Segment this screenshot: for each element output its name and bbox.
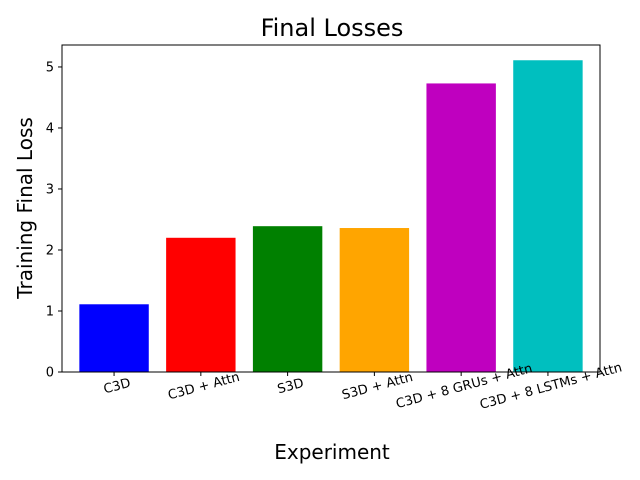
y-tick-label-1: 1 (46, 304, 54, 319)
x-tick-label-2: S3D (276, 376, 306, 397)
y-axis: 0 1 2 3 4 5 (46, 60, 62, 381)
y-tick-label-5: 5 (46, 60, 54, 75)
plot-frame (61, 44, 601, 373)
bar-4 (426, 83, 496, 373)
bar-1 (166, 237, 236, 372)
bar-5 (513, 60, 583, 373)
y-axis-label: Training Final Loss (13, 117, 37, 300)
y-tick-label-0: 0 (46, 366, 54, 381)
bars-group (79, 60, 583, 373)
x-tick-label-0: C3D (102, 376, 132, 398)
y-tick-label-2: 2 (46, 243, 54, 258)
x-tick-label-1: C3D + Attn (166, 370, 241, 404)
x-axis-label: Experiment (274, 440, 390, 464)
y-tick-label-3: 3 (46, 182, 54, 197)
chart-title: Final Losses (261, 14, 404, 42)
bar-0 (79, 304, 149, 372)
bar-3 (339, 228, 410, 372)
y-tick-label-4: 4 (46, 121, 54, 136)
bar-2 (252, 226, 323, 372)
